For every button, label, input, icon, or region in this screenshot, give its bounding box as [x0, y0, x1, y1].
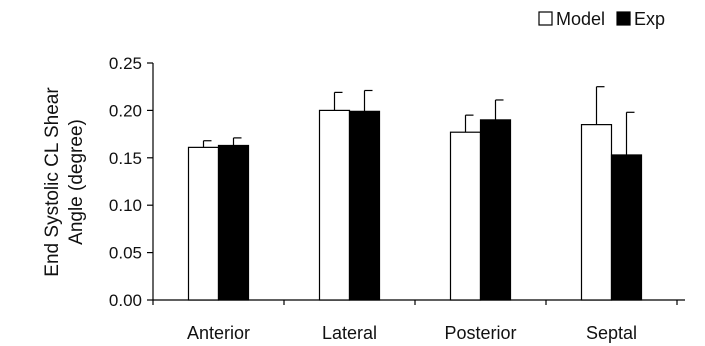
y-tick-label: 0.25: [109, 54, 142, 73]
bar-exp-anterior: [217, 144, 250, 301]
category-label: Lateral: [322, 323, 377, 343]
bar-model-lateral: [318, 109, 351, 301]
y-axis-title-text: End Systolic CL Shear Angle (degree): [42, 87, 87, 277]
y-tick-label: 0.10: [109, 196, 142, 215]
category-label: Posterior: [444, 323, 516, 343]
bar-model-posterior: [449, 131, 482, 301]
bar-model-anterior: [187, 146, 220, 301]
category-label: Septal: [586, 323, 637, 343]
bar-exp-lateral: [348, 110, 381, 301]
category-labels: Anterior Lateral Posterior Septal: [187, 323, 637, 343]
y-tick-label: 0.00: [109, 291, 142, 310]
legend: Model Exp: [538, 9, 665, 29]
y-ticks: 0.00 0.05 0.10 0.15 0.20 0.25: [109, 54, 153, 310]
y-tick-label: 0.20: [109, 101, 142, 120]
legend-swatch-model: [538, 11, 553, 26]
legend-label-exp: Exp: [634, 9, 665, 29]
legend-label-model: Model: [556, 9, 605, 29]
bar-model-septal: [580, 124, 613, 301]
category-label: Anterior: [187, 323, 250, 343]
y-axis-title: End Systolic CL Shear Angle (degree): [42, 87, 87, 277]
bar-exp-septal: [610, 154, 643, 301]
y-tick-label: 0.05: [109, 244, 142, 263]
y-axis-title-line: End Systolic CL Shear: [42, 87, 63, 277]
bar-exp-posterior: [479, 119, 512, 301]
bars: [187, 86, 643, 301]
y-tick-label: 0.15: [109, 149, 142, 168]
legend-swatch-exp: [616, 11, 631, 26]
y-axis-title-line: Angle (degree): [66, 119, 87, 245]
